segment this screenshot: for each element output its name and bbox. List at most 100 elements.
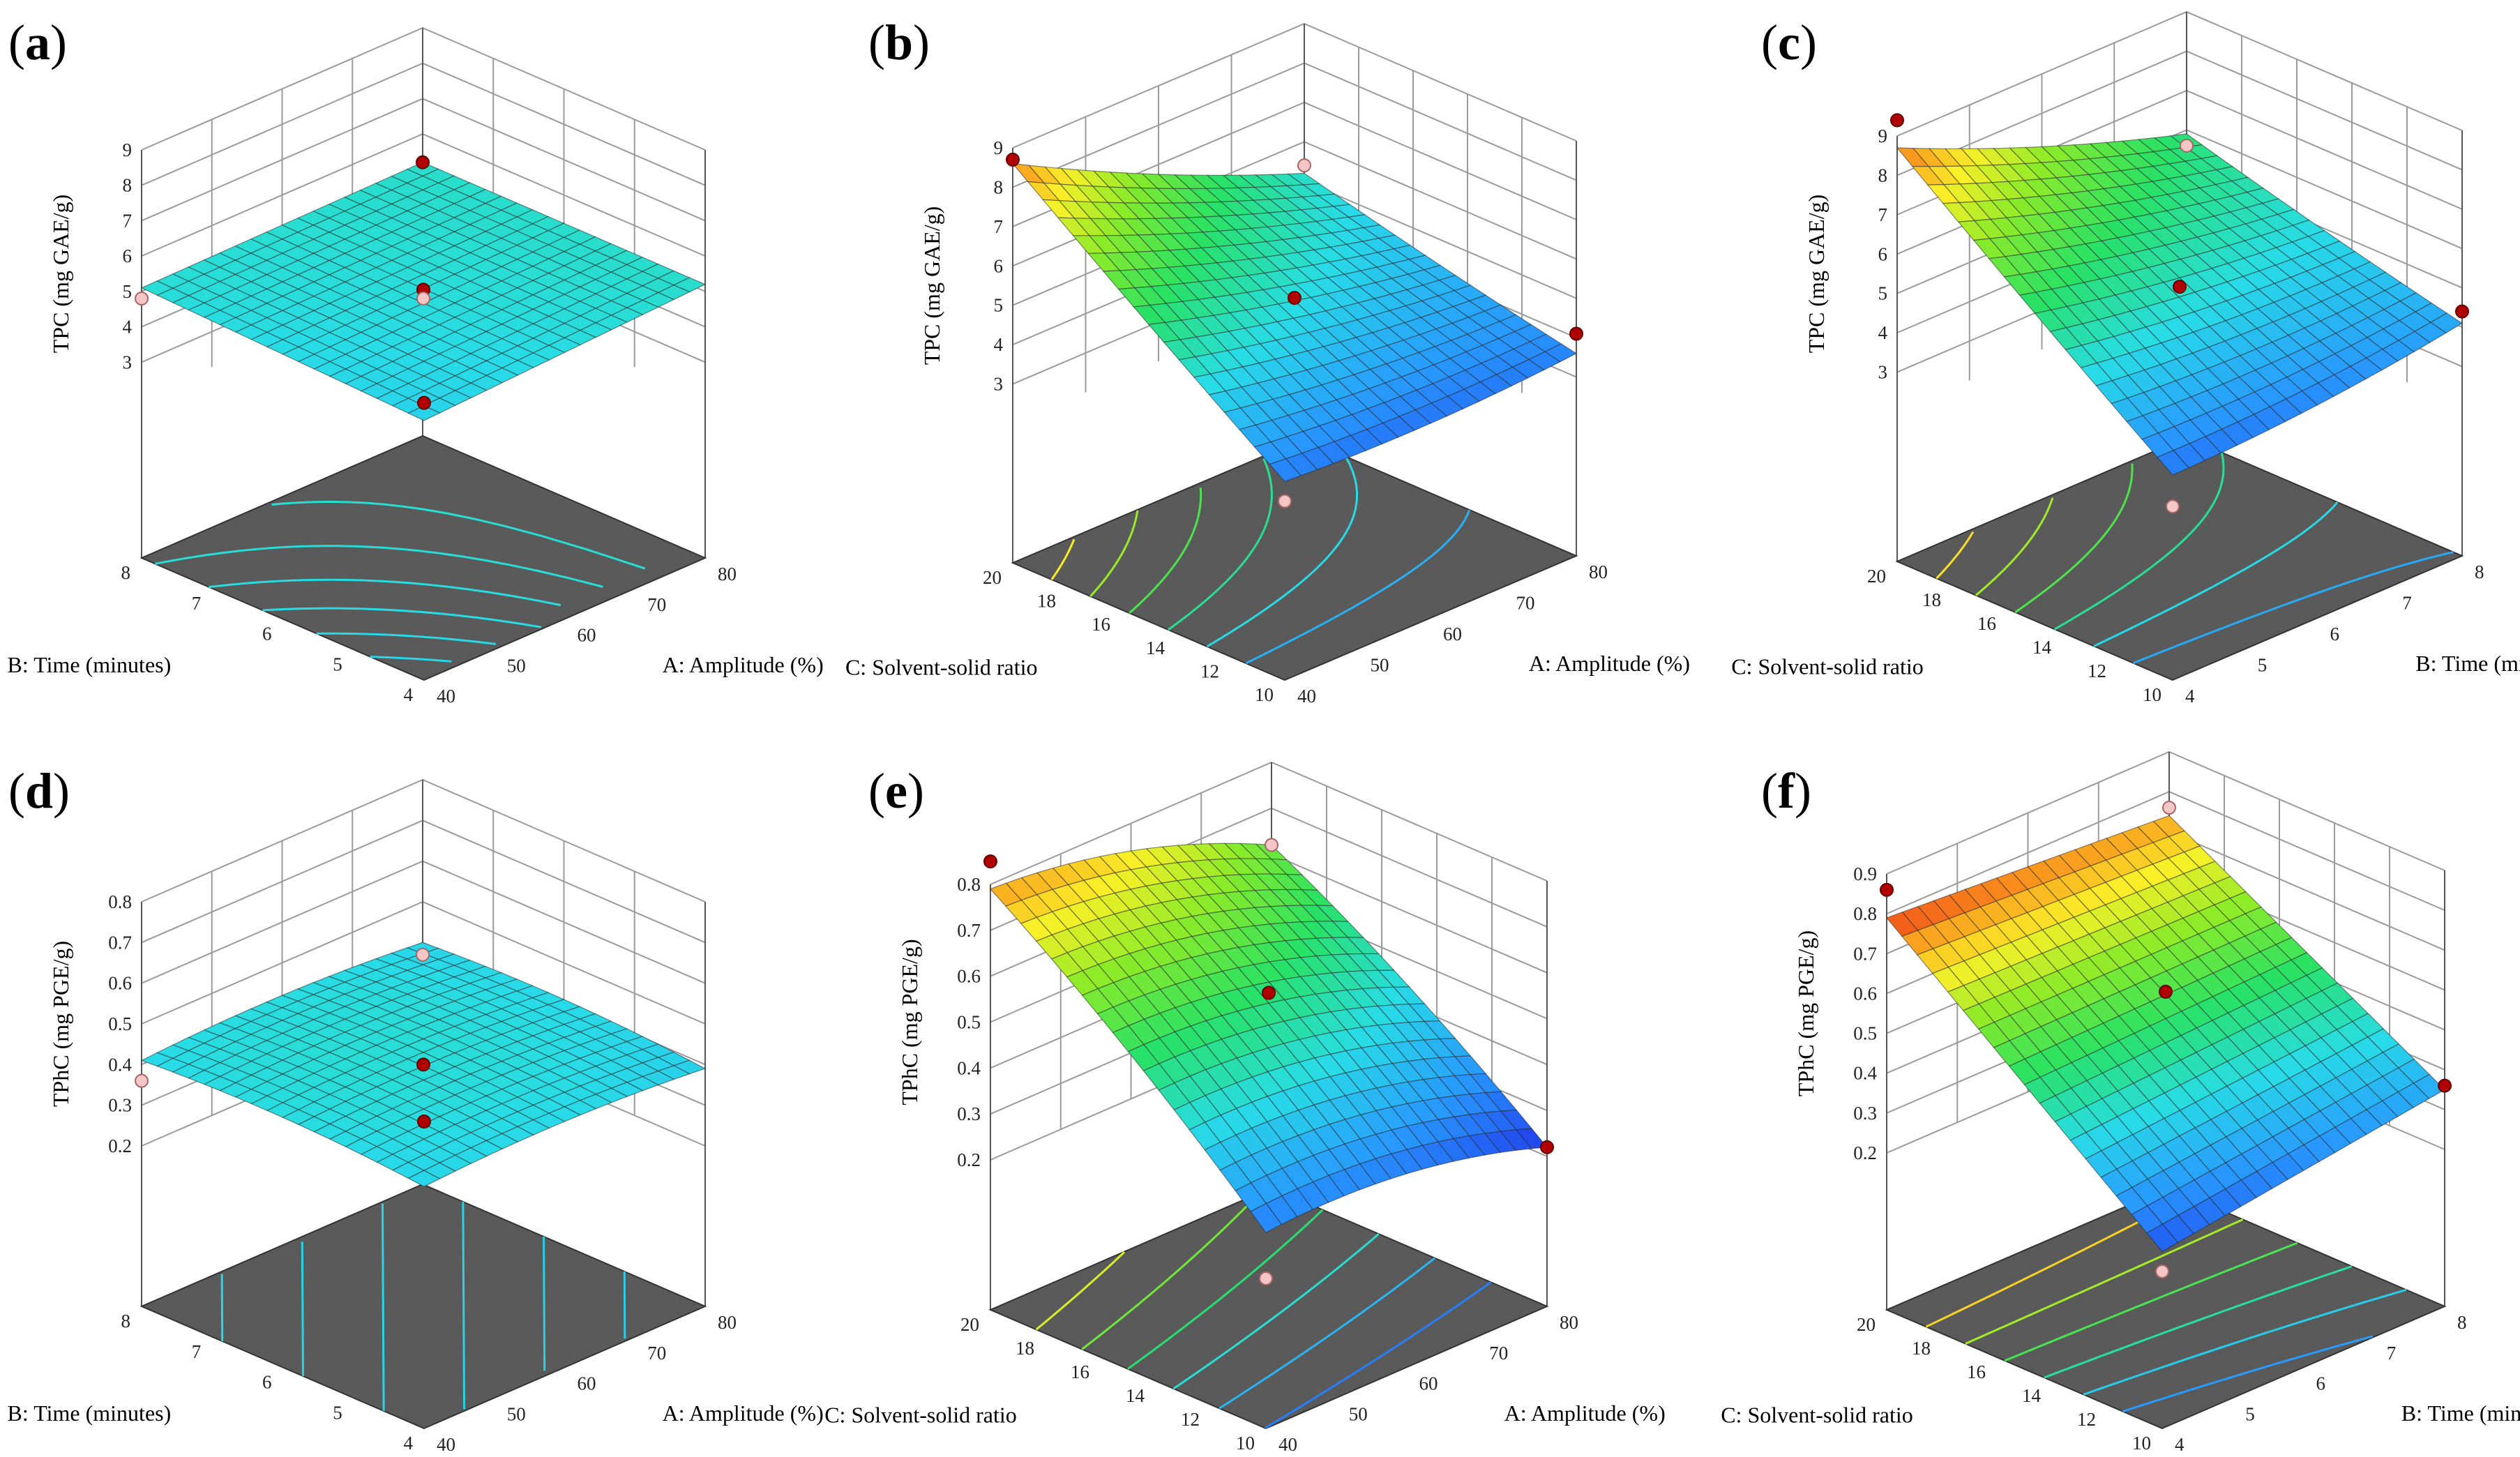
y-tick-label: 18 [1912,1338,1931,1359]
y-tick-label: 10 [2132,1433,2151,1454]
floor-contour [209,578,561,607]
z-tick-label: 0.7 [1853,943,1877,964]
design-point [2155,1265,2169,1278]
y-axis-title: C: Solvent-solid ratio [845,655,1038,680]
z-axis-title: TPC (mg GAE/g) [919,206,944,365]
y-tick-label: 10 [2143,684,2161,705]
y-tick-label: 14 [1126,1385,1145,1406]
x-axis-title: B: Time (minutes) [2415,651,2520,676]
design-point [983,854,997,869]
y-tick-label: 16 [1071,1361,1089,1382]
floor-contour [1167,458,1273,631]
z-tick-label: 9 [994,137,1004,158]
floor-contour [2044,1265,2353,1379]
z-tick-label: 8 [123,175,133,196]
y-tick-label: 12 [2088,660,2106,681]
x-tick-label: 50 [507,1403,526,1424]
y-tick-label: 7 [192,593,202,614]
response-surface [1011,163,1578,483]
z-tick-label: 0.7 [108,932,132,953]
z-tick-label: 0.8 [1853,903,1877,924]
design-point [1006,152,1020,167]
design-point [2159,984,2173,999]
y-tick-label: 12 [1200,660,1219,681]
x-tick-label: 7 [2387,1343,2397,1364]
x-tick-label: 70 [1489,1343,1508,1364]
design-point [135,292,149,305]
y-tick-label: 16 [1977,613,1996,634]
x-tick-label: 6 [2316,1373,2326,1394]
floor-contour [462,1201,466,1410]
surface-cell [1269,458,1302,483]
z-axis-title: TPC (mg GAE/g) [1804,195,1829,354]
x-tick-label: 60 [578,625,596,646]
floor-contour [1975,497,2054,596]
floor-contour [2122,1335,2374,1413]
design-point [416,1057,430,1072]
y-tick-label: 8 [121,562,131,583]
y-tick-label: 6 [262,624,272,644]
grid-line [1896,10,2463,137]
x-tick-label: 40 [437,1434,455,1455]
floor-contour [1265,1281,1492,1429]
surface-cell [407,1170,441,1188]
floor-contour [623,1271,626,1339]
x-axis-title: A: Amplitude (%) [1504,1401,1666,1426]
y-tick-label: 18 [1922,589,1941,610]
panel-label: (c) [1761,15,1817,70]
y-tick-label: 7 [192,1341,202,1362]
floor-contour [262,607,542,628]
y-tick-label: 12 [2077,1409,2096,1430]
y-tick-label: 10 [1255,684,1274,705]
y-axis-title: C: Solvent-solid ratio [824,1403,1017,1428]
z-tick-label: 0.3 [1853,1103,1877,1124]
floor-contour [316,632,497,645]
floor-contour [1081,1193,1260,1350]
response-surface [140,942,707,1188]
x-tick-label: 70 [1516,593,1535,614]
floor-contour [1035,1251,1126,1331]
y-tick-label: 20 [1867,566,1886,587]
surface-cell [1250,1202,1283,1233]
y-tick-label: 14 [2022,1385,2042,1406]
panel-label: (d) [8,763,70,819]
y-axis-title: C: Solvent-solid ratio [1731,654,1924,679]
z-tick-label: 5 [123,281,133,302]
floor-contour [1129,488,1202,614]
y-tick-label: 18 [1037,591,1056,612]
design-point [2455,304,2469,319]
z-axis-title: TPhC (mg PGE/g) [48,941,73,1107]
design-point [1540,1140,1554,1154]
z-tick-label: 0.4 [1853,1063,1877,1084]
design-point [1297,158,1311,173]
floor-contour [1936,531,1975,580]
z-tick-label: 3 [123,352,133,372]
z-axis-title: TPhC (mg PGE/g) [897,939,922,1105]
x-tick-label: 40 [1278,1434,1297,1455]
z-tick-label: 0.2 [108,1135,132,1156]
grid-line [1012,62,1577,188]
floor-contour [155,545,603,588]
x-tick-label: 50 [507,655,526,676]
design-point [417,395,431,410]
y-tick-label: 4 [404,684,414,705]
x-tick-label: 5 [2245,1403,2255,1424]
surface-plot-c: 4 5 6 7 8 10 12 14 16 18 20 3 4 5 6 7 8 9 B: Time (minutes… [1731,10,2520,707]
design-point [416,947,430,962]
x-tick-label: 60 [578,1373,596,1394]
x-axis-title: A: Amplitude (%) [663,1401,824,1426]
floor-contour [1127,1209,1324,1370]
design-point [2166,499,2180,514]
y-tick-label: 16 [1967,1361,1986,1382]
x-tick-label: 40 [437,686,455,707]
z-tick-label: 3 [994,374,1004,395]
floor-contour [370,656,452,663]
response-surface [140,162,707,421]
z-tick-label: 7 [1878,204,1888,225]
x-axis-title: B: Time (minutes) [2401,1401,2520,1426]
z-tick-label: 0.5 [957,1012,981,1033]
floor-contour [1050,538,1076,580]
floor-contour [543,1236,546,1371]
surface-plot-d: 40 50 60 70 80 4 5 6 7 8 0.2 0.3 0.4 0.5 0.6 0.7 0.8 A: A… [8,763,824,1455]
